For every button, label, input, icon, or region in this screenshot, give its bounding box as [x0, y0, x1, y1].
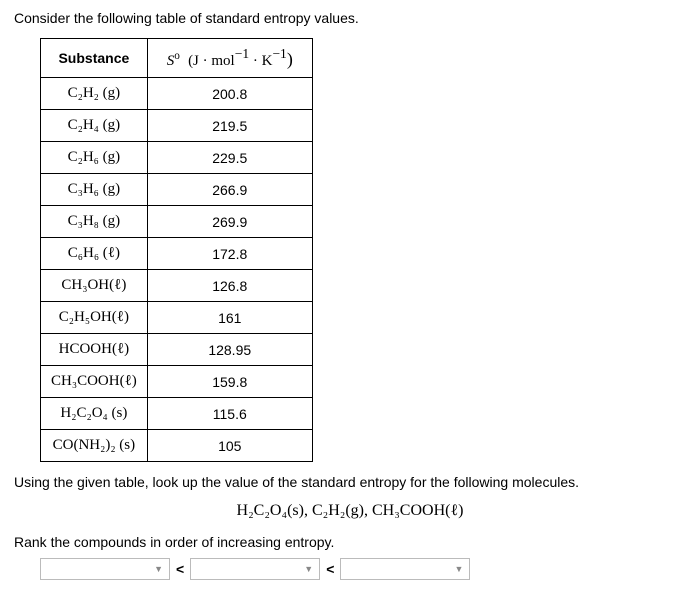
substance-cell: CH₃COOH(ℓ)	[41, 366, 148, 398]
table-row: HCOOH(ℓ)128.95	[41, 334, 313, 366]
value-cell: 172.8	[147, 238, 312, 270]
table-row: C₃H₆ (g)266.9	[41, 174, 313, 206]
table-row: C₂H₄ (g)219.5	[41, 110, 313, 142]
value-cell: 219.5	[147, 110, 312, 142]
value-cell: 269.9	[147, 206, 312, 238]
substance-cell: C₆H₆ (ℓ)	[41, 238, 148, 270]
value-cell: 105	[147, 430, 312, 462]
substance-cell: C₂H₆ (g)	[41, 142, 148, 174]
intro-text: Consider the following table of standard…	[14, 10, 686, 26]
value-cell: 200.8	[147, 78, 312, 110]
chevron-down-icon: ▼	[454, 564, 463, 574]
substance-cell: HCOOH(ℓ)	[41, 334, 148, 366]
substance-cell: C₃H₆ (g)	[41, 174, 148, 206]
table-row: C₂H₂ (g)200.8	[41, 78, 313, 110]
substance-cell: H₂C₂O₄ (s)	[41, 398, 148, 430]
rank-dropdown-2[interactable]: ▼	[190, 558, 320, 580]
table-row: C₆H₆ (ℓ)172.8	[41, 238, 313, 270]
rank-dropdown-1[interactable]: ▼	[40, 558, 170, 580]
table-row: C₃H₈ (g)269.9	[41, 206, 313, 238]
substance-cell: C₂H₂ (g)	[41, 78, 148, 110]
table-row: CO(NH₂)₂ (s)105	[41, 430, 313, 462]
table-body: C₂H₂ (g)200.8C₂H₄ (g)219.5C₂H₆ (g)229.5C…	[41, 78, 313, 462]
value-cell: 229.5	[147, 142, 312, 174]
table-row: C₂H₅OH(ℓ)161	[41, 302, 313, 334]
rank-instruction: Rank the compounds in order of increasin…	[14, 534, 686, 550]
entropy-table-wrap: Substance So (J · mol−1 · K−1) C₂H₂ (g)2…	[40, 38, 686, 462]
less-than-2: <	[326, 561, 334, 577]
value-cell: 126.8	[147, 270, 312, 302]
header-substance: Substance	[41, 39, 148, 78]
molecules-line: H₂C₂O₄(s), C₂H₂(g), CH₃COOH(ℓ)	[14, 502, 686, 520]
entropy-symbol: So	[167, 53, 180, 69]
substance-cell: CO(NH₂)₂ (s)	[41, 430, 148, 462]
value-cell: 159.8	[147, 366, 312, 398]
entropy-table: Substance So (J · mol−1 · K−1) C₂H₂ (g)2…	[40, 38, 313, 462]
table-row: CH₃COOH(ℓ)159.8	[41, 366, 313, 398]
table-row: C₂H₆ (g)229.5	[41, 142, 313, 174]
value-cell: 128.95	[147, 334, 312, 366]
value-cell: 115.6	[147, 398, 312, 430]
header-entropy: So (J · mol−1 · K−1)	[147, 39, 312, 78]
table-row: CH₃OH(ℓ)126.8	[41, 270, 313, 302]
substance-cell: C₂H₄ (g)	[41, 110, 148, 142]
table-row: H₂C₂O₄ (s)115.6	[41, 398, 313, 430]
rank-row: ▼ < ▼ < ▼	[40, 558, 686, 580]
chevron-down-icon: ▼	[154, 564, 163, 574]
value-cell: 266.9	[147, 174, 312, 206]
substance-cell: C₂H₅OH(ℓ)	[41, 302, 148, 334]
value-cell: 161	[147, 302, 312, 334]
substance-cell: CH₃OH(ℓ)	[41, 270, 148, 302]
chevron-down-icon: ▼	[304, 564, 313, 574]
lookup-instruction: Using the given table, look up the value…	[14, 474, 686, 490]
less-than-1: <	[176, 561, 184, 577]
substance-cell: C₃H₈ (g)	[41, 206, 148, 238]
rank-dropdown-3[interactable]: ▼	[340, 558, 470, 580]
